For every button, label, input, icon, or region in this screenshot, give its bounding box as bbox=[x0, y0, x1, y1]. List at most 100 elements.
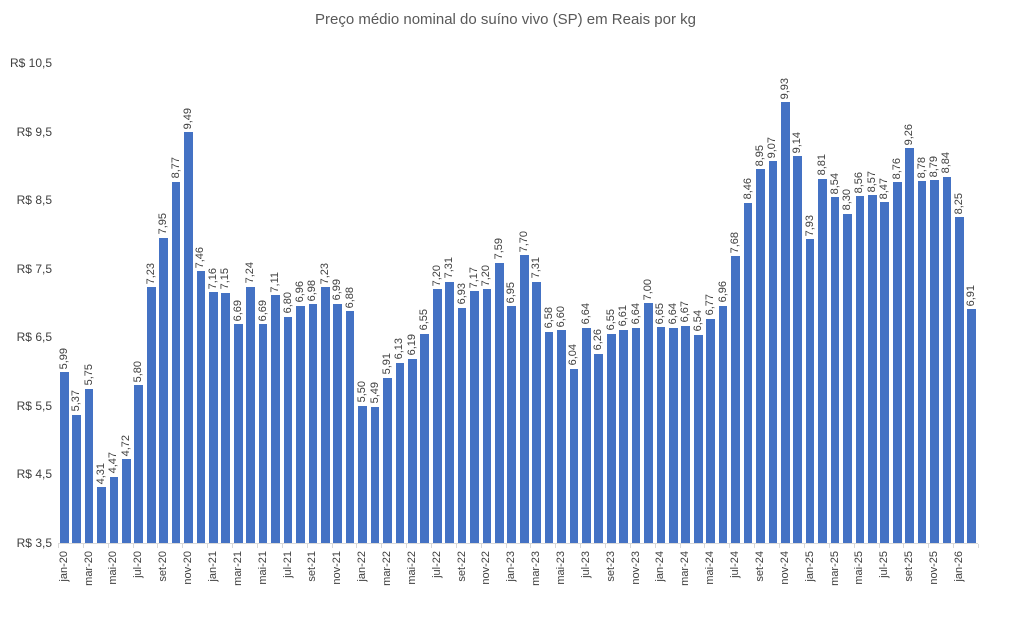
bar-jul-25 bbox=[880, 202, 890, 543]
bar-value-label: 7,11 bbox=[269, 271, 282, 293]
x-axis-tick bbox=[58, 544, 59, 548]
bar-abr-24 bbox=[693, 334, 703, 543]
x-axis-tick bbox=[629, 544, 631, 548]
bar-value-label: 6,93 bbox=[455, 283, 468, 305]
bar-ago-20 bbox=[146, 287, 156, 543]
bar-out-21 bbox=[320, 287, 330, 543]
x-tick-label: jan-25 bbox=[803, 551, 816, 582]
bar-dez-22 bbox=[495, 262, 504, 543]
bar-nov-25 bbox=[930, 180, 939, 543]
bar-value-label: 9,93 bbox=[778, 77, 791, 100]
bar-abr-25 bbox=[843, 213, 852, 543]
x-axis-tick bbox=[928, 544, 930, 548]
bar-dez-25 bbox=[942, 176, 952, 543]
bar-value-label: 6,64 bbox=[629, 303, 642, 325]
x-axis-tick bbox=[903, 544, 905, 548]
y-tick-label: R$ 4,5 bbox=[16, 467, 52, 482]
bar-value-label: 6,61 bbox=[617, 305, 630, 327]
bar-mar-21 bbox=[233, 324, 243, 543]
bar-value-label: 8,57 bbox=[865, 170, 878, 193]
bar-value-label: 7,20 bbox=[430, 264, 443, 287]
x-tick-label: jan-26 bbox=[952, 551, 965, 582]
bar-value-label: 8,47 bbox=[878, 177, 891, 200]
x-axis-tick bbox=[828, 544, 830, 548]
bar-jun-23 bbox=[569, 368, 579, 543]
x-axis-tick bbox=[505, 544, 507, 548]
bar-value-label: 6,13 bbox=[393, 338, 406, 360]
bar-value-label: 5,80 bbox=[132, 360, 145, 383]
bar-value-label: 5,49 bbox=[368, 382, 381, 404]
x-tick-label: set-21 bbox=[306, 551, 319, 582]
bar-value-label: 6,04 bbox=[567, 344, 580, 366]
x-axis: jan-20 mar-20 mai-20 jul-20 set-20 nov-20 jan-… bbox=[58, 543, 979, 614]
bar-nov-21 bbox=[333, 303, 343, 543]
bar-ago-24 bbox=[743, 202, 753, 543]
x-axis-tick bbox=[978, 544, 979, 548]
x-axis-tick bbox=[455, 544, 457, 548]
bar-value-label: 6,69 bbox=[231, 299, 244, 322]
bar-value-label: 8,78 bbox=[915, 156, 928, 178]
bar-jul-21 bbox=[283, 316, 293, 543]
bar-value-label: 8,76 bbox=[890, 157, 903, 180]
x-tick-label: mai-23 bbox=[555, 551, 567, 585]
bar-nov-24 bbox=[780, 102, 790, 543]
bar-value-label: 6,60 bbox=[555, 306, 567, 328]
x-axis-tick bbox=[157, 544, 159, 548]
bar-value-label: 6,88 bbox=[343, 286, 356, 309]
x-tick-label: jan-24 bbox=[654, 551, 667, 582]
bar-value-label: 6,91 bbox=[965, 284, 978, 307]
x-tick-label: jul-23 bbox=[579, 551, 592, 578]
bar-value-label: 6,64 bbox=[579, 303, 592, 325]
bar-jul-24 bbox=[731, 256, 740, 543]
bar-jan-23 bbox=[507, 306, 517, 543]
bar-value-label: 9,07 bbox=[766, 136, 779, 159]
bar-mai-23 bbox=[557, 330, 566, 543]
bar-value-label: 6,69 bbox=[256, 299, 269, 322]
bar-ago-23 bbox=[594, 353, 604, 543]
bar-jul-22 bbox=[432, 289, 442, 543]
bar-jul-23 bbox=[582, 327, 591, 543]
y-tick-label: R$ 8,5 bbox=[16, 193, 52, 208]
x-tick-label: jul-25 bbox=[878, 551, 891, 578]
bar-value-label: 8,95 bbox=[753, 144, 766, 167]
bar-set-23 bbox=[606, 333, 616, 543]
bar-value-label: 6,54 bbox=[691, 310, 704, 332]
x-tick-label: set-25 bbox=[903, 551, 916, 582]
x-tick-label: jan-23 bbox=[505, 551, 518, 582]
bar-value-label: 8,30 bbox=[840, 189, 853, 211]
bar-value-label: 6,77 bbox=[704, 294, 717, 316]
bar-value-label: 8,56 bbox=[853, 171, 866, 194]
bar-dez-23 bbox=[644, 303, 653, 543]
y-tick-label: R$ 7,5 bbox=[16, 261, 52, 276]
x-axis-tick bbox=[679, 544, 681, 548]
x-axis-tick bbox=[704, 544, 706, 548]
x-tick-label: nov-23 bbox=[629, 551, 642, 585]
bar-fev-20 bbox=[72, 414, 81, 543]
x-axis-tick bbox=[580, 544, 582, 548]
bar-ago-22 bbox=[445, 281, 454, 543]
x-axis-tick bbox=[729, 544, 731, 548]
x-axis-tick bbox=[853, 544, 855, 548]
bar-mar-24 bbox=[681, 325, 691, 543]
bar-mai-20 bbox=[109, 476, 119, 543]
bar-value-label: 8,25 bbox=[952, 192, 965, 215]
bar-value-label: 9,49 bbox=[182, 107, 195, 130]
x-axis-tick bbox=[779, 544, 781, 548]
bar-jun-20 bbox=[122, 459, 131, 543]
x-axis-tick bbox=[132, 544, 134, 548]
bar-dez-21 bbox=[345, 311, 355, 543]
x-tick-label: mar-23 bbox=[530, 551, 543, 586]
x-axis-tick bbox=[803, 544, 805, 548]
bar-out-24 bbox=[768, 161, 778, 543]
x-tick-label: mar-22 bbox=[380, 551, 393, 586]
bar-jun-22 bbox=[420, 333, 430, 543]
x-axis-tick bbox=[480, 544, 482, 548]
bar-jun-21 bbox=[271, 295, 280, 543]
x-axis-tick bbox=[754, 544, 756, 548]
bar-mar-22 bbox=[383, 377, 392, 543]
bar-set-24 bbox=[756, 169, 765, 543]
bar-value-label: 6,96 bbox=[716, 281, 729, 303]
bar-value-label: 6,98 bbox=[306, 279, 319, 302]
bar-value-label: 7,00 bbox=[642, 278, 655, 300]
x-tick-label: nov-25 bbox=[927, 551, 940, 585]
